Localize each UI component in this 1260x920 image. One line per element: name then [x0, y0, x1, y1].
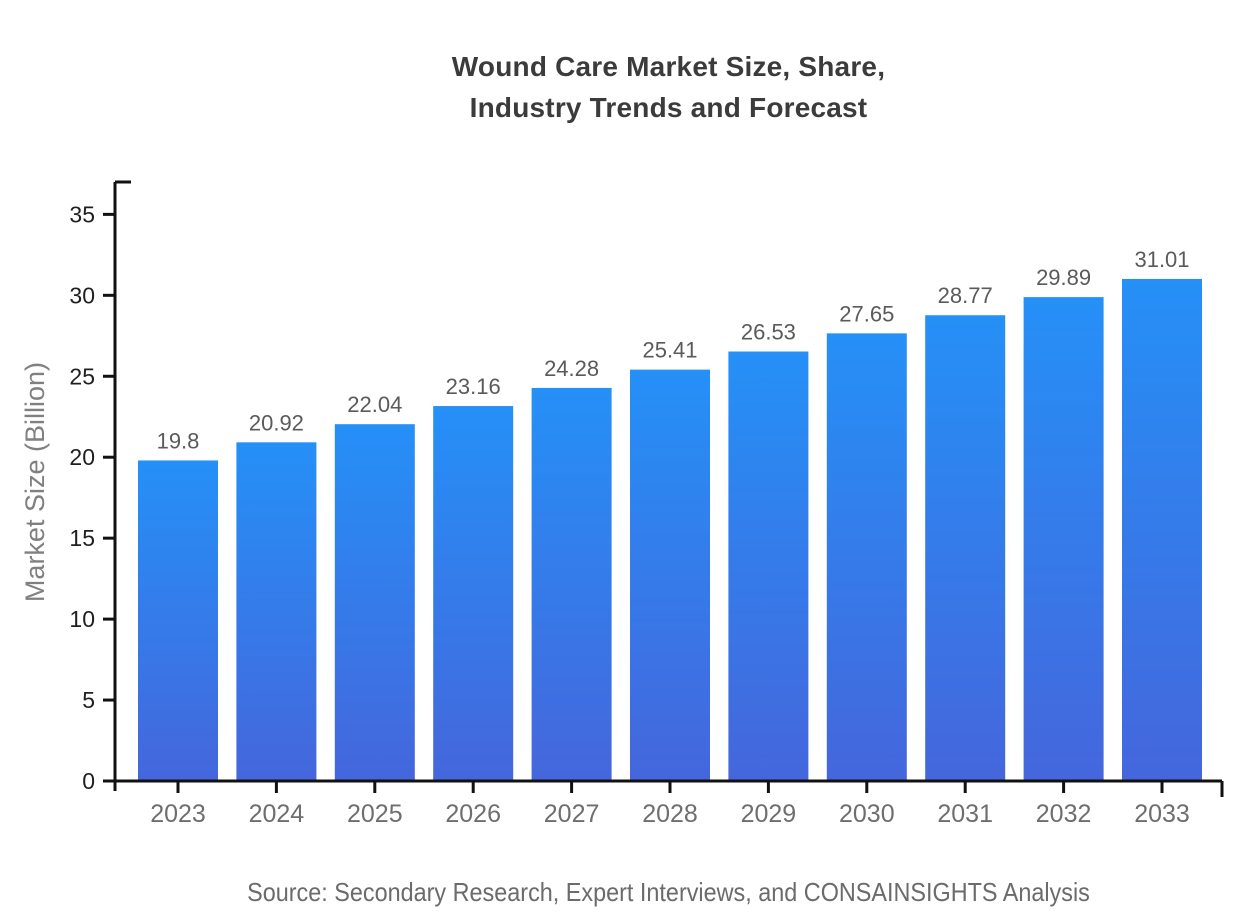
bar [138, 460, 218, 781]
source-caption-wrap: Source: Secondary Research, Expert Inter… [170, 877, 1166, 908]
x-tick-label: 2030 [839, 800, 895, 828]
bar [236, 442, 317, 781]
bar [728, 351, 809, 781]
y-tick-label: 25 [69, 363, 95, 389]
value-label: 23.16 [446, 374, 501, 399]
chart-title: Wound Care Market Size, Share, Industry … [451, 51, 886, 123]
y-tick-label: 30 [69, 282, 95, 308]
bar [433, 406, 514, 781]
bar [925, 315, 1006, 781]
bar [630, 369, 710, 781]
value-label: 22.04 [347, 392, 402, 417]
y-tick-label: 5 [82, 687, 95, 713]
x-tick-label: 2032 [1036, 800, 1092, 828]
value-label: 20.92 [249, 410, 304, 435]
value-label: 26.53 [741, 320, 796, 345]
y-tick-label: 15 [69, 525, 95, 551]
x-tick-label: 2031 [937, 800, 993, 828]
value-label: 27.65 [839, 301, 894, 326]
y-tick-label: 20 [69, 444, 95, 470]
y-tick-label: 10 [69, 606, 95, 632]
bar [826, 333, 907, 781]
x-tick-label: 2025 [347, 800, 403, 828]
value-label: 24.28 [544, 356, 599, 381]
x-tick-label: 2029 [741, 800, 797, 828]
bar [334, 424, 415, 781]
x-tick-label: 2027 [544, 800, 600, 828]
x-tick-label: 2023 [150, 800, 206, 828]
value-label: 31.01 [1134, 247, 1189, 272]
source-caption: Source: Secondary Research, Expert Inter… [247, 877, 1090, 907]
x-tick-label: 2024 [249, 800, 305, 828]
bar [1122, 278, 1202, 781]
y-tick-label: 0 [82, 768, 95, 794]
x-tick-label: 2026 [445, 800, 501, 828]
value-label: 28.77 [938, 283, 993, 308]
value-label: 19.8 [157, 428, 200, 453]
x-tick-label: 2028 [642, 800, 698, 828]
y-tick-label: 35 [69, 201, 95, 227]
bar [531, 387, 612, 781]
x-tick-label: 2033 [1134, 800, 1190, 828]
bar [1023, 297, 1104, 781]
value-label: 25.41 [642, 338, 697, 363]
value-label: 29.89 [1036, 265, 1091, 290]
